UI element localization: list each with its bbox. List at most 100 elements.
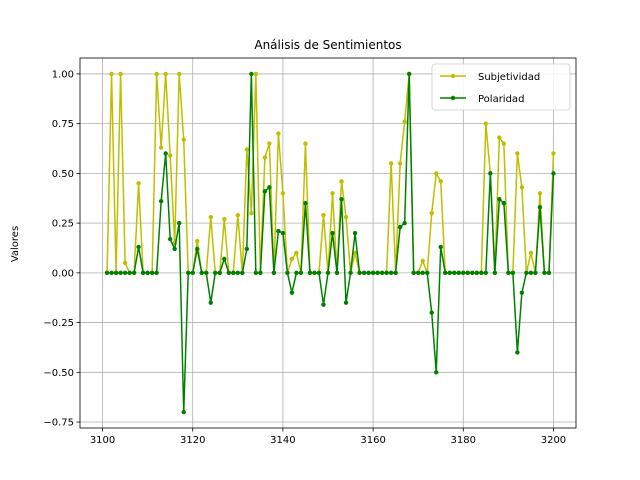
data-point-subjetividad bbox=[235, 212, 241, 218]
data-point-polaridad bbox=[118, 270, 123, 276]
legend-label-subjetividad: Subjetividad bbox=[478, 72, 540, 83]
data-point-polaridad bbox=[443, 270, 448, 276]
data-point-polaridad bbox=[186, 270, 191, 276]
data-point-polaridad bbox=[244, 246, 250, 252]
data-point-polaridad bbox=[303, 201, 308, 206]
data-point-polaridad bbox=[249, 71, 254, 77]
data-point-polaridad bbox=[167, 236, 173, 242]
legend-marker-subjetividad bbox=[450, 73, 456, 79]
y-axis-label: Valores bbox=[10, 226, 21, 262]
data-point-polaridad bbox=[343, 300, 349, 305]
data-point-polaridad bbox=[434, 370, 439, 375]
data-point-polaridad bbox=[113, 270, 119, 276]
data-point-subjetividad bbox=[122, 260, 128, 266]
data-point-polaridad bbox=[285, 270, 290, 276]
data-point-subjetividad bbox=[397, 161, 403, 166]
data-point-polaridad bbox=[501, 201, 507, 206]
data-point-polaridad bbox=[307, 270, 313, 276]
data-point-polaridad bbox=[208, 300, 213, 305]
data-point-subjetividad bbox=[537, 191, 543, 196]
legend-marker-polaridad bbox=[450, 95, 456, 101]
data-point-polaridad bbox=[492, 270, 498, 276]
data-point-polaridad bbox=[204, 270, 209, 276]
data-point-polaridad bbox=[177, 220, 182, 226]
data-point-polaridad bbox=[438, 244, 443, 250]
data-point-polaridad bbox=[474, 270, 479, 276]
data-point-polaridad bbox=[131, 270, 137, 276]
x-tick-label: 3180 bbox=[451, 435, 476, 446]
data-point-polaridad bbox=[172, 246, 177, 252]
data-point-polaridad bbox=[483, 270, 489, 276]
x-tick-label: 3140 bbox=[270, 435, 295, 446]
data-point-polaridad bbox=[312, 270, 317, 276]
data-point-polaridad bbox=[195, 246, 200, 252]
data-point-polaridad bbox=[420, 270, 425, 276]
data-point-subjetividad bbox=[163, 71, 168, 77]
data-point-polaridad bbox=[384, 270, 389, 276]
data-point-polaridad bbox=[262, 189, 268, 194]
data-point-subjetividad bbox=[321, 212, 326, 218]
data-point-polaridad bbox=[411, 270, 416, 276]
data-point-subjetividad bbox=[177, 71, 182, 77]
axis-ticks: 3100 3120 3140 3160 3180 3200 −0.75 −0.50 −0.25 0… bbox=[43, 69, 566, 446]
data-point-subjetividad bbox=[208, 214, 213, 220]
data-point-polaridad bbox=[397, 224, 403, 230]
data-point-polaridad bbox=[213, 270, 218, 276]
data-point-polaridad bbox=[497, 197, 502, 202]
data-point-polaridad bbox=[488, 171, 493, 176]
legend-box bbox=[431, 63, 571, 111]
data-point-subjetividad bbox=[501, 141, 507, 146]
data-point-subjetividad bbox=[434, 171, 439, 176]
data-point-polaridad bbox=[465, 270, 470, 276]
y-tick-label: 0.50 bbox=[52, 169, 74, 180]
data-point-polaridad bbox=[352, 230, 358, 236]
data-point-subjetividad bbox=[515, 151, 520, 156]
data-point-polaridad bbox=[122, 270, 128, 276]
x-tick-label: 3160 bbox=[360, 435, 385, 446]
data-point-polaridad bbox=[479, 270, 484, 276]
data-point-polaridad bbox=[452, 270, 457, 276]
y-tick-label: 0.25 bbox=[52, 219, 74, 230]
data-point-polaridad bbox=[456, 270, 461, 276]
data-point-subjetividad bbox=[330, 191, 335, 196]
x-tick-label: 3100 bbox=[90, 435, 115, 446]
data-point-subjetividad bbox=[402, 119, 407, 124]
data-point-polaridad bbox=[136, 244, 141, 250]
data-point-polaridad bbox=[510, 270, 516, 276]
data-point-subjetividad bbox=[109, 71, 114, 77]
data-point-polaridad bbox=[334, 270, 340, 276]
data-point-polaridad bbox=[461, 270, 466, 276]
data-point-subjetividad bbox=[195, 238, 200, 244]
data-point-polaridad bbox=[357, 270, 362, 276]
data-point-polaridad bbox=[289, 290, 295, 295]
data-point-polaridad bbox=[217, 270, 222, 276]
data-point-polaridad bbox=[447, 270, 452, 276]
data-point-polaridad bbox=[276, 228, 281, 234]
series-line-polaridad bbox=[107, 73, 555, 413]
data-point-polaridad bbox=[533, 270, 538, 276]
data-point-polaridad bbox=[199, 270, 204, 276]
data-point-polaridad bbox=[519, 290, 525, 295]
data-point-subjetividad bbox=[158, 145, 164, 150]
data-point-polaridad bbox=[294, 270, 299, 276]
data-point-polaridad bbox=[298, 270, 304, 276]
data-point-polaridad bbox=[339, 197, 344, 202]
data-point-polaridad bbox=[330, 230, 335, 236]
data-point-polaridad bbox=[542, 270, 547, 276]
y-tick-label: 0.75 bbox=[52, 119, 74, 130]
data-point-polaridad bbox=[524, 270, 529, 276]
data-point-polaridad bbox=[140, 270, 146, 276]
data-point-subjetividad bbox=[289, 256, 295, 262]
data-point-polaridad bbox=[393, 270, 398, 276]
data-point-polaridad bbox=[149, 270, 155, 276]
data-point-polaridad bbox=[348, 270, 353, 276]
data-point-polaridad bbox=[429, 310, 434, 315]
data-point-polaridad bbox=[226, 270, 231, 276]
x-tick-label: 3200 bbox=[541, 435, 566, 446]
data-point-polaridad bbox=[366, 270, 371, 276]
y-tick-label: −0.75 bbox=[43, 418, 74, 429]
y-tick-label: 1.00 bbox=[52, 69, 74, 80]
data-point-subjetividad bbox=[267, 141, 272, 146]
data-point-polaridad bbox=[104, 270, 110, 276]
data-point-polaridad bbox=[258, 270, 263, 276]
